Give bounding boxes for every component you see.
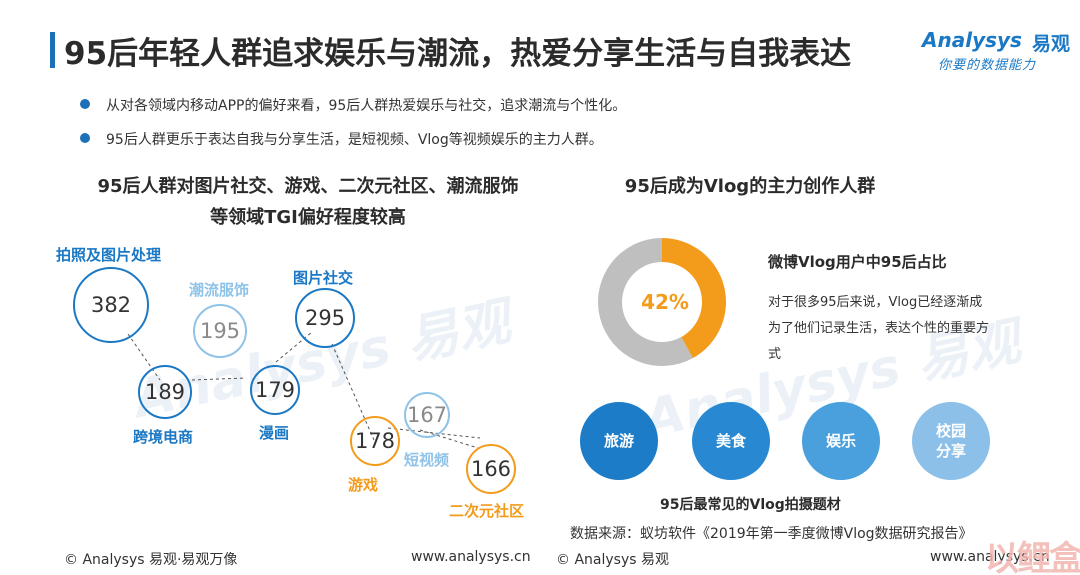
- tgi-bubble-label: 漫画: [259, 424, 290, 442]
- tgi-bubble-label: 游戏: [348, 476, 379, 494]
- footer-copyright-right: © Analysys 易观: [556, 552, 669, 568]
- tgi-bubble: 166: [466, 444, 516, 494]
- tgi-bubble: 382: [73, 267, 149, 343]
- topic-campus: 校园 分享: [912, 402, 990, 480]
- tgi-bubble: 195: [193, 304, 247, 358]
- data-source: 数据来源：蚁坊软件《2019年第一季度微博Vlog数据研究报告》: [570, 526, 973, 542]
- stat-title: 微博Vlog用户中95后占比: [768, 253, 947, 271]
- corner-watermark: 以鲤盒: [985, 539, 1080, 575]
- tgi-bubble: 178: [350, 416, 400, 466]
- tgi-bubble-label: 拍照及图片处理: [56, 246, 162, 264]
- topic-food: 美食: [692, 402, 770, 480]
- footer-url-left[interactable]: www.analysys.cn: [411, 549, 531, 565]
- link-line: [419, 429, 479, 449]
- bullet-dot-icon: [80, 99, 90, 109]
- donut-slice-other: [598, 238, 693, 366]
- donut-value-label: 42%: [641, 290, 689, 314]
- page-title: 95后年轻人群追求娱乐与潮流，热爱分享生活与自我表达: [64, 36, 852, 72]
- footer-copyright-left: © Analysys 易观·易观万像: [64, 552, 238, 568]
- logo-english: Analysys: [922, 28, 1022, 52]
- bullet-list: 从对各领域内移动APP的偏好来看，95后人群热爱娱乐与社交，追求潮流与个性化。 …: [80, 95, 626, 163]
- bullet-item: 从对各领域内移动APP的偏好来看，95后人群热爱娱乐与社交，追求潮流与个性化。: [80, 95, 626, 115]
- bullet-dot-icon: [80, 133, 90, 143]
- bullet-item: 95后人群更乐于表达自我与分享生活，是短视频、Vlog等视频娱乐的主力人群。: [80, 129, 626, 149]
- left-chart-subtitle: 等领域TGI偏好程度较高: [210, 207, 406, 228]
- vlog-donut-chart: [598, 238, 726, 366]
- tgi-bubble-label: 跨境电商: [133, 428, 194, 446]
- stat-description: 对于很多95后来说，Vlog已经逐渐成为了他们记录生活，表达个性的重要方式: [768, 295, 990, 362]
- link-line: [275, 331, 313, 363]
- tgi-bubble-label: 二次元社区: [449, 502, 525, 520]
- link-line: [191, 377, 247, 381]
- logo-chinese: 易观: [1032, 33, 1071, 55]
- bullet-text: 95后人群更乐于表达自我与分享生活，是短视频、Vlog等视频娱乐的主力人群。: [106, 132, 603, 148]
- tgi-bubble-label: 潮流服饰: [189, 281, 250, 299]
- title-accent-bar: [50, 32, 55, 68]
- analysys-logo: Analysys 易观 你要的数据能力: [922, 28, 1070, 74]
- logo-slogan: 你要的数据能力: [938, 58, 1037, 73]
- donut-slice-95: [662, 238, 726, 359]
- left-chart-title: 95后人群对图片社交、游戏、二次元社区、潮流服饰: [97, 176, 519, 197]
- tgi-bubble-label: 短视频: [404, 451, 450, 469]
- tgi-bubble: 179: [250, 365, 300, 415]
- tgi-bubble: 167: [404, 392, 450, 438]
- right-chart-title: 95后成为Vlog的主力创作人群: [624, 176, 876, 197]
- topic-entertainment: 娱乐: [802, 402, 880, 480]
- tgi-bubble: 295: [295, 288, 355, 348]
- footer-url-right[interactable]: www.analysys.cn: [930, 549, 1050, 565]
- bullet-text: 从对各领域内移动APP的偏好来看，95后人群热爱娱乐与社交，追求潮流与个性化。: [106, 98, 627, 114]
- tgi-bubble-label: 图片社交: [293, 269, 354, 287]
- topics-caption: 95后最常见的Vlog拍摄题材: [660, 497, 841, 513]
- tgi-bubble: 189: [138, 365, 192, 419]
- topic-travel: 旅游: [580, 402, 658, 480]
